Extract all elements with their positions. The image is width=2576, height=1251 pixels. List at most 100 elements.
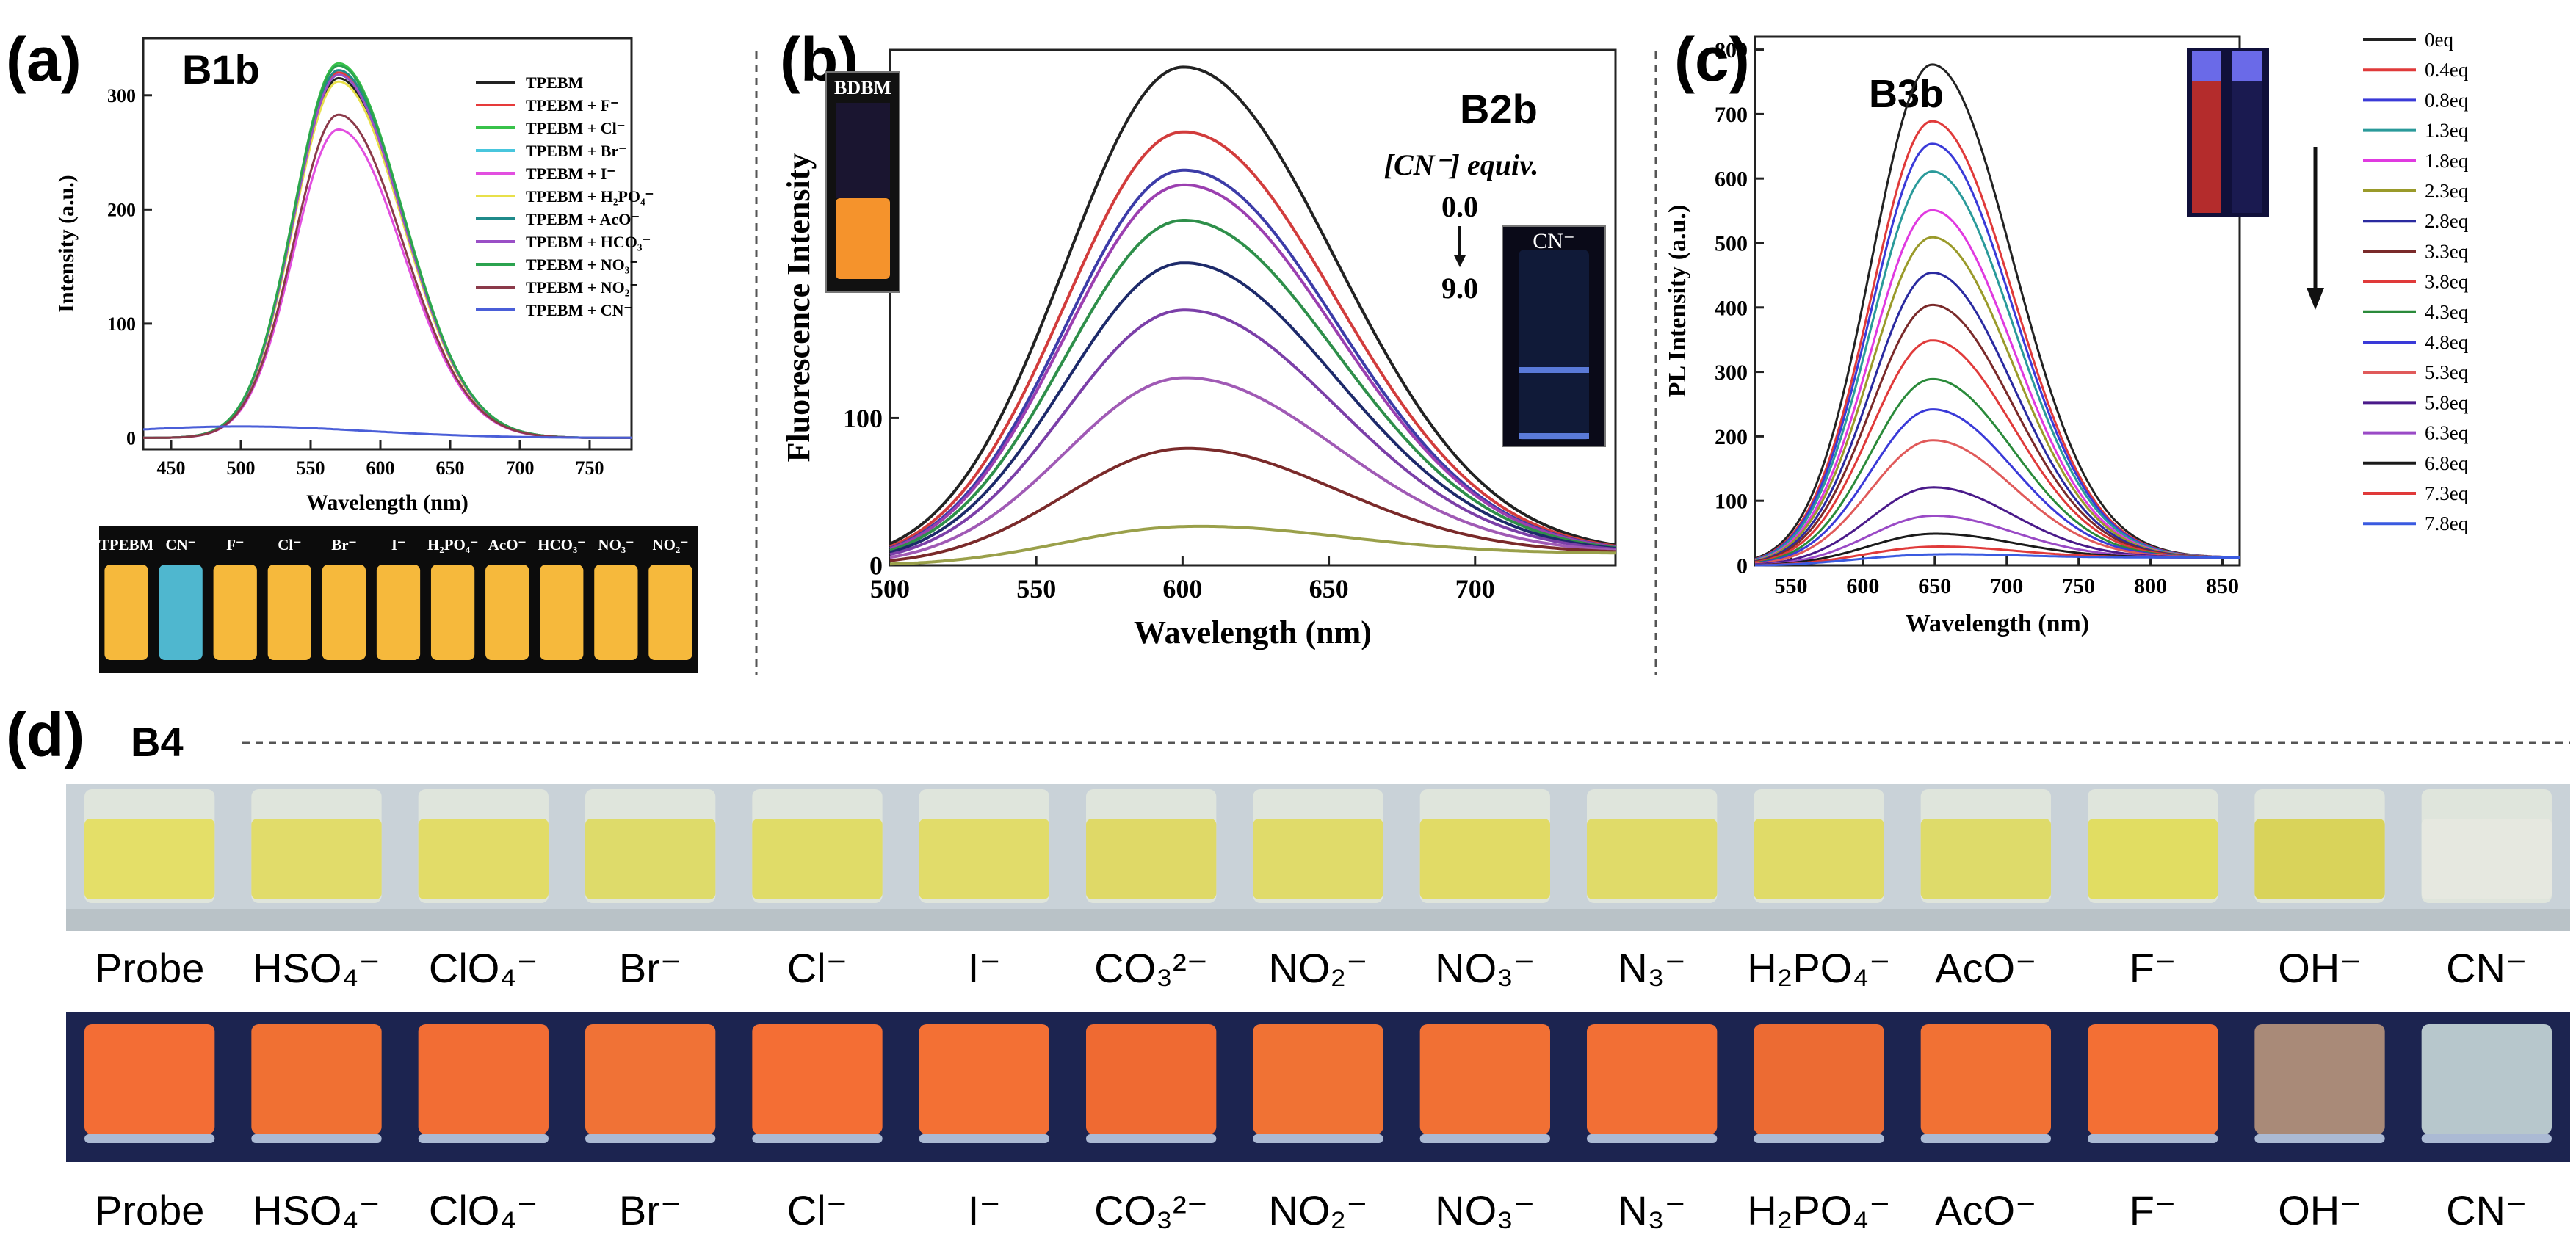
- y-tick-label: 100: [843, 404, 883, 433]
- y-axis-label: PL Intensity (a.u.): [1664, 205, 1691, 398]
- x-tick-label: 450: [157, 457, 186, 479]
- y-tick-label: 400: [1715, 296, 1748, 320]
- series-line-6: [889, 308, 1616, 556]
- x-tick-label: 850: [2206, 574, 2239, 598]
- vial-daylight: [919, 819, 1049, 899]
- vial-daylight: [1086, 819, 1217, 899]
- plot-frame: [142, 37, 633, 451]
- photo-a-label: TPEBM: [99, 536, 154, 554]
- vial-uv: [1754, 1024, 1884, 1134]
- legend-c: 0eq 0.4eq 0.8eq 1.3eq 1.8eq 2.3eq 2.8eq 3.3eq 3.…: [2363, 29, 2469, 534]
- y-tick-label: 0: [126, 428, 136, 449]
- equiv-to: 9.0: [1441, 272, 1478, 305]
- legend-a-label: TPEBM + AcO⁻: [526, 210, 640, 228]
- photo-d-label-bottom: ClO₄⁻: [429, 1187, 538, 1233]
- series-line-3: [889, 183, 1616, 551]
- panel-d-tag: B4: [131, 719, 184, 765]
- vial-daylight: [1587, 819, 1718, 899]
- photo-a-label: AcO⁻: [488, 536, 527, 554]
- series-line-2: [889, 168, 1616, 550]
- x-axis-label: Wavelength (nm): [1134, 614, 1372, 650]
- legend-c-label: 4.3eq: [2425, 301, 2469, 323]
- vial-daylight: [1920, 819, 2051, 899]
- legend-c-label: 0eq: [2425, 29, 2453, 51]
- y-tick-label: 600: [1715, 167, 1748, 192]
- photo-a-vial: [267, 565, 311, 660]
- photo-a-vial: [213, 565, 257, 660]
- photo-d-label-top: I⁻: [968, 945, 1001, 991]
- x-tick-label: 500: [227, 457, 256, 479]
- inset-c-arrow: [2307, 147, 2324, 310]
- x-axis-label: Wavelength (nm): [1906, 610, 2089, 637]
- y-tick-label: 200: [1715, 425, 1748, 449]
- legend-c-label: 6.3eq: [2425, 422, 2469, 444]
- legend-c-label: 4.8eq: [2425, 331, 2469, 353]
- photo-a-label: I⁻: [391, 536, 405, 554]
- legend-a-label: TPEBM: [526, 73, 583, 92]
- legend-c-label: 1.8eq: [2425, 150, 2469, 172]
- y-tick-label: 0: [1737, 554, 1748, 579]
- vial-uv: [1587, 1024, 1718, 1134]
- legend-c-label: 7.8eq: [2425, 512, 2469, 534]
- photo-a-vial: [104, 565, 148, 660]
- photo-d-label-top: N₃⁻: [1618, 945, 1686, 991]
- photo-a-vial: [430, 565, 475, 660]
- vial-uv: [251, 1024, 382, 1134]
- vial-bdbm-top: [836, 103, 890, 198]
- photo-a-vial: [540, 565, 584, 660]
- vial-daylight: [1754, 819, 1884, 899]
- y-tick-label: 300: [1715, 360, 1748, 385]
- photo-d-label-top: CO₃²⁻: [1094, 945, 1208, 991]
- legend-a-label: TPEBM + I⁻: [526, 164, 615, 183]
- legend-c-label: 2.8eq: [2425, 210, 2469, 232]
- photo-a-vial: [159, 565, 203, 660]
- x-tick-label: 700: [1990, 574, 2023, 598]
- series-line-4: [889, 219, 1616, 552]
- photo-d-label-bottom: F⁻: [2130, 1187, 2177, 1233]
- vial-red: [2192, 81, 2221, 213]
- series-line-7: [889, 376, 1616, 559]
- legend-c-label: 3.8eq: [2425, 271, 2469, 293]
- legend-c-label: 7.3eq: [2425, 482, 2469, 504]
- photo-a-label: Br⁻: [331, 536, 356, 554]
- series-line-0: [889, 65, 1616, 547]
- photo-a-label: NO₃⁻: [598, 536, 634, 554]
- photo-d-label-top: NO₂⁻: [1268, 945, 1367, 991]
- legend-c-label: 3.3eq: [2425, 240, 2469, 262]
- y-tick-label: 500: [1715, 231, 1748, 255]
- photo-d-label-bottom: CN⁻: [2446, 1187, 2527, 1233]
- photo-d-label-top: CN⁻: [2446, 945, 2527, 991]
- photo-a-vial: [594, 565, 638, 660]
- vial-cn: [1519, 250, 1589, 440]
- inset-b-left: BDBM: [825, 71, 900, 293]
- photo-d-label-top: OH⁻: [2278, 945, 2362, 991]
- photo-d-label-bottom: HSO₄⁻: [253, 1187, 380, 1233]
- vial-uv: [418, 1024, 549, 1134]
- photo-d-label-bottom: OH⁻: [2278, 1187, 2362, 1233]
- photo-d-label-top: Br⁻: [619, 945, 682, 991]
- legend-c-label: 0.8eq: [2425, 89, 2469, 111]
- vial-uv: [2254, 1024, 2385, 1134]
- x-tick-label: 700: [506, 457, 535, 479]
- legend-c-label: 6.8eq: [2425, 452, 2469, 474]
- y-tick-label: 0: [869, 551, 883, 581]
- x-tick-label: 650: [436, 457, 465, 479]
- photo-a-label: H₂PO₄⁻: [427, 536, 478, 554]
- equiv-label: [CN⁻] equiv.: [1384, 148, 1539, 181]
- y-tick-label: 700: [1715, 103, 1748, 127]
- photo-d-label-bottom: I⁻: [968, 1187, 1001, 1233]
- legend-a-label: TPEBM + NO₃⁻: [526, 255, 638, 274]
- y-tick-label: 200: [107, 199, 136, 220]
- legend-c-label: 0.4eq: [2425, 59, 2469, 81]
- series-line-9: [889, 524, 1616, 566]
- photo-d-label-bottom: NO₂⁻: [1268, 1187, 1367, 1233]
- vial-bdbm: [836, 198, 890, 279]
- plot-frame: [1754, 35, 2241, 567]
- vial-daylight: [2088, 819, 2218, 899]
- legend-a-label: TPEBM + Cl⁻: [526, 119, 625, 137]
- y-tick-label: 300: [107, 85, 136, 106]
- photo-d-label-bottom: AcO⁻: [1935, 1187, 2036, 1233]
- x-tick-label: 550: [1016, 574, 1056, 603]
- x-tick-label: 600: [1162, 574, 1202, 603]
